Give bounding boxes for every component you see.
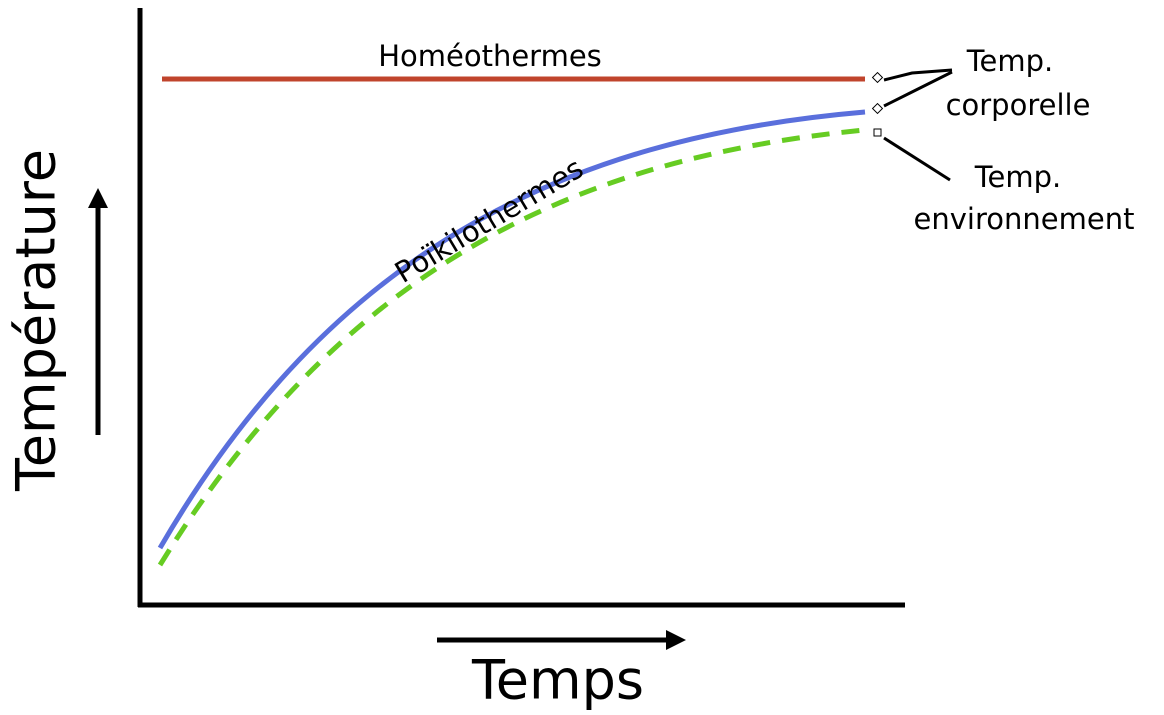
leader-line (883, 68, 953, 82)
marker (873, 128, 882, 137)
leader-line (883, 70, 953, 108)
y-label: Température (5, 149, 68, 492)
marker (871, 102, 884, 115)
annotation: Temp. (966, 44, 1054, 78)
leader-line (883, 136, 951, 182)
poikilotherm-curve (157, 109, 866, 550)
annotation: Temp. (974, 160, 1062, 194)
annotation: environnement (914, 202, 1135, 236)
curve-label: Homéothermes (378, 39, 602, 73)
x-label: Temps (471, 649, 644, 712)
curve-label: Poïkilothermes (389, 151, 589, 290)
marker (871, 71, 884, 84)
annotation: corporelle (946, 88, 1091, 122)
